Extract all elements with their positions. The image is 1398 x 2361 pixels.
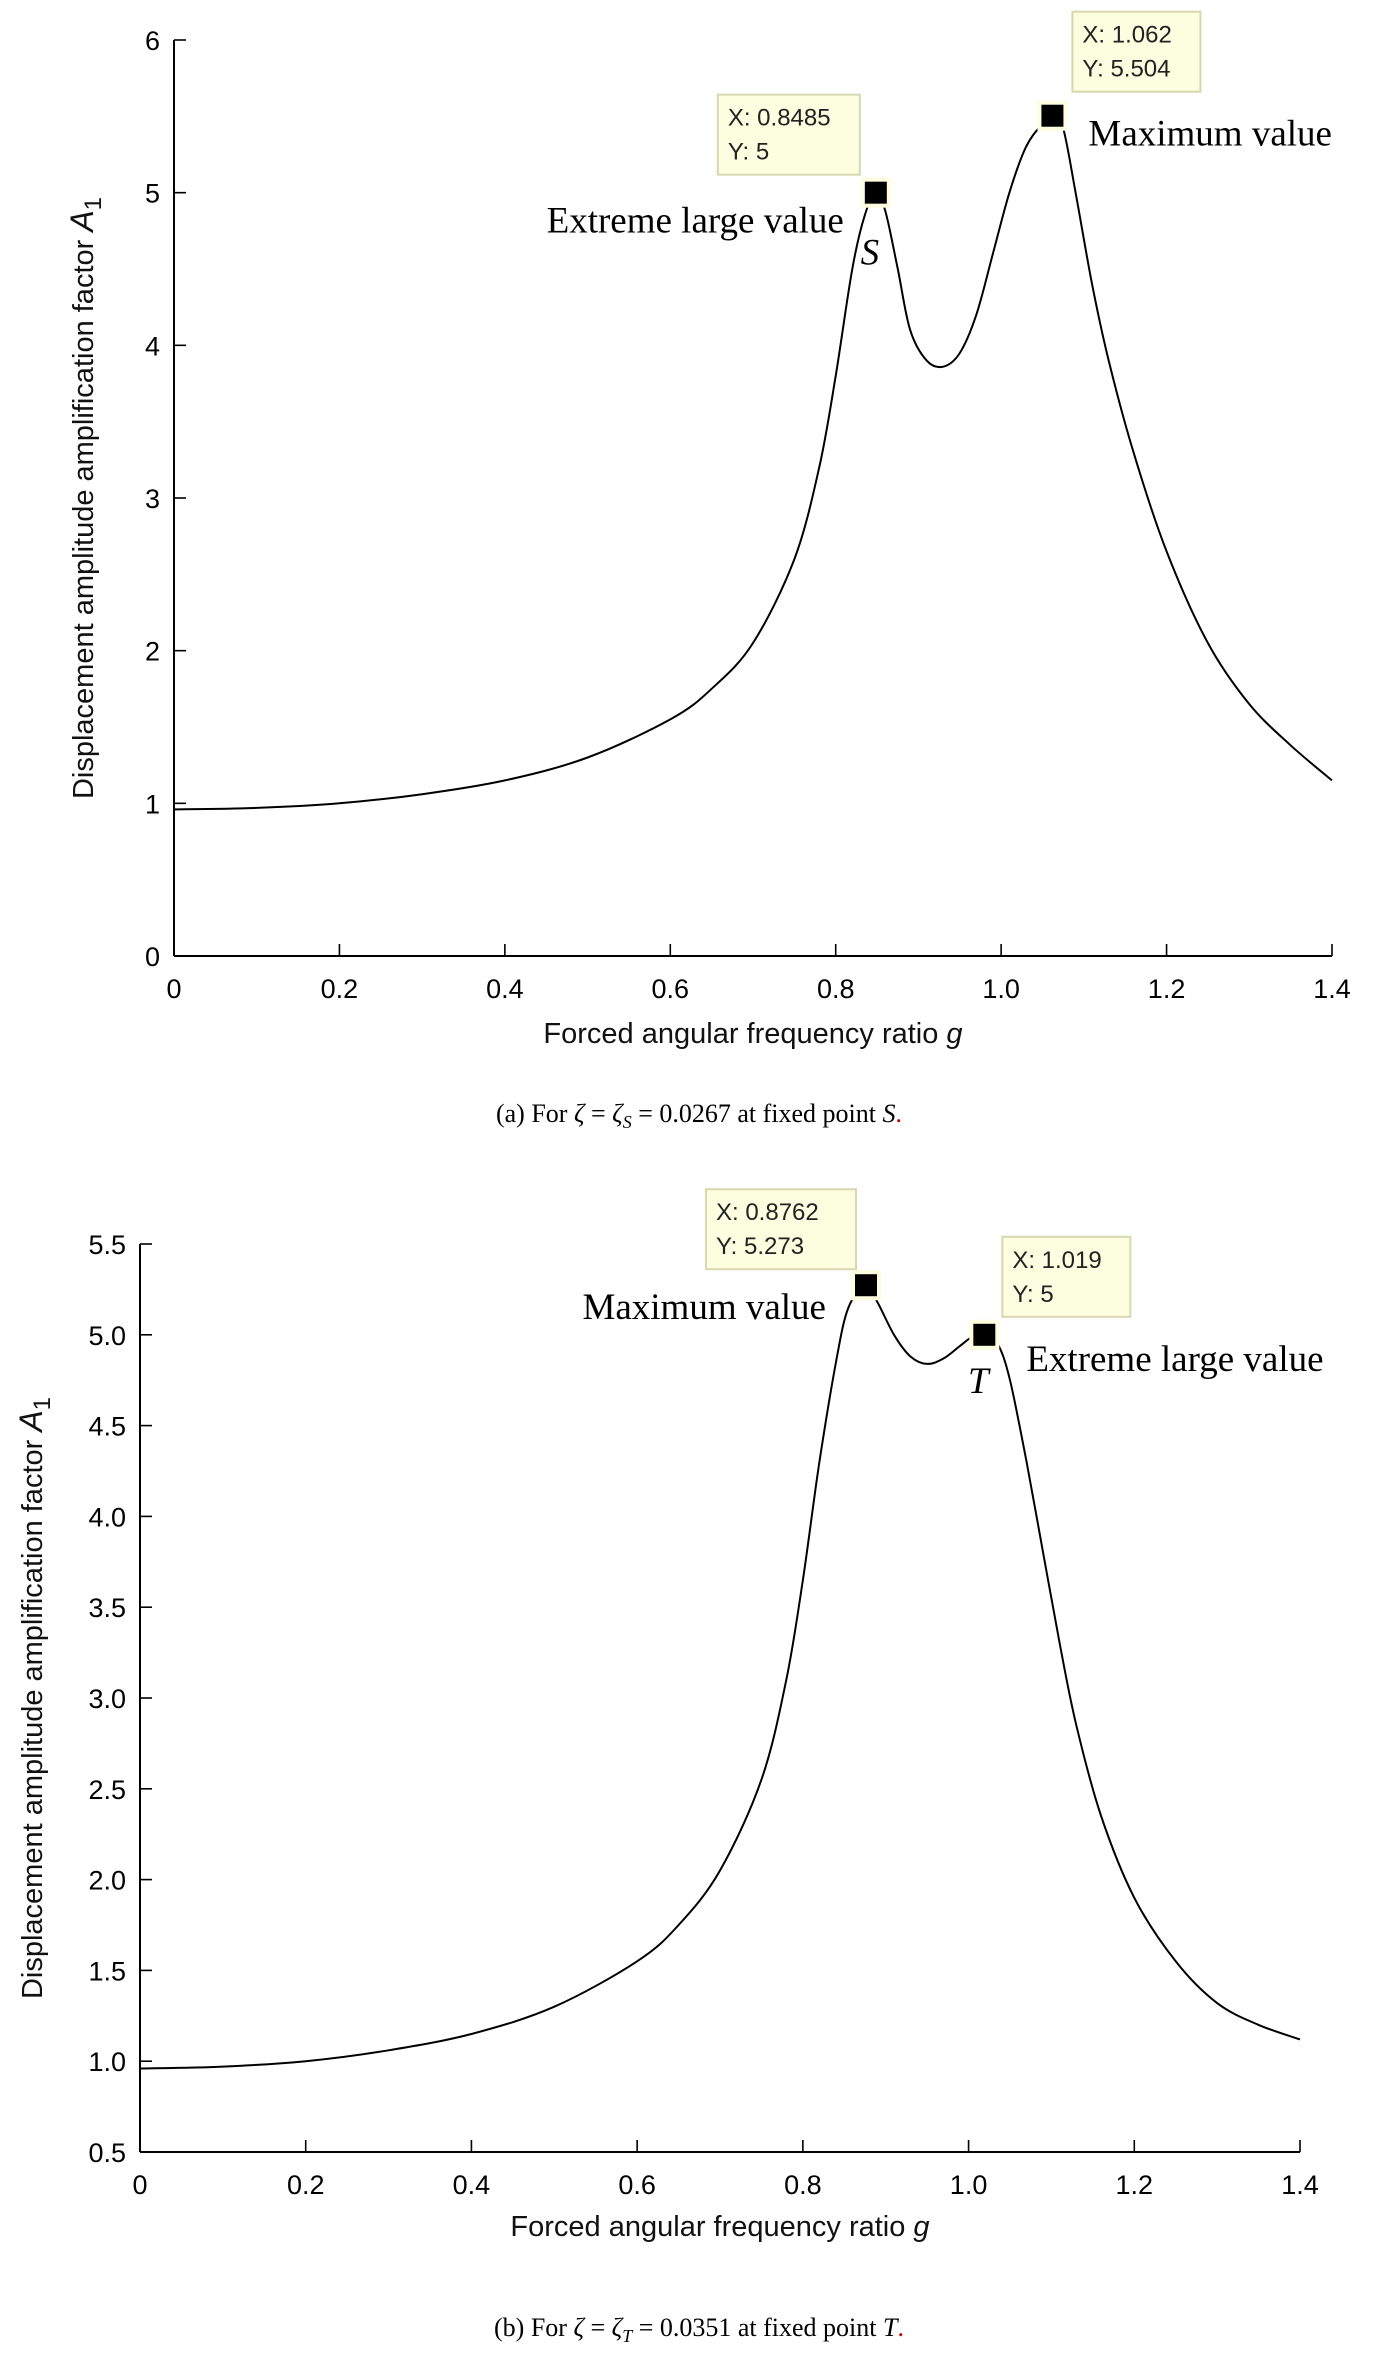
x-tick-label: 0.4 bbox=[453, 2170, 491, 2200]
y-tick-label: 0 bbox=[145, 942, 160, 972]
y-tick-label: 0.5 bbox=[88, 2138, 126, 2168]
x-tick-label: 0.4 bbox=[486, 974, 524, 1004]
y-tick-label: 3.0 bbox=[88, 1684, 126, 1714]
y-tick-label: 4.5 bbox=[88, 1412, 126, 1442]
x-tick-label: 1.2 bbox=[1148, 974, 1186, 1004]
series-line bbox=[139, 1284, 1301, 2070]
annotation: Maximum value bbox=[1088, 114, 1332, 155]
datatip-marker bbox=[864, 181, 887, 204]
datatip-marker bbox=[1041, 104, 1064, 127]
y-tick-label: 6 bbox=[145, 26, 160, 56]
caption: (a) For ζ = ζS = 0.0267 at fixed point S… bbox=[496, 1099, 902, 1132]
x-tick-label: 1.4 bbox=[1281, 2170, 1319, 2200]
caption: (b) For ζ = ζT = 0.0351 at fixed point T… bbox=[494, 2313, 904, 2346]
y-tick-label: 1.5 bbox=[88, 1956, 126, 1986]
datatip-y: Y: 5 bbox=[1012, 1281, 1053, 1308]
y-tick-label: 1.0 bbox=[88, 2047, 126, 2077]
datatip-marker bbox=[854, 1274, 877, 1297]
x-tick-label: 0.8 bbox=[817, 974, 855, 1004]
series-line bbox=[173, 115, 1333, 811]
x-tick-label: 0.6 bbox=[652, 974, 690, 1004]
y-tick-label: 4.0 bbox=[88, 1502, 126, 1532]
y-tick-label: 3.5 bbox=[88, 1593, 126, 1623]
y-tick-label: 2.0 bbox=[88, 1866, 126, 1896]
y-tick-label: 2.5 bbox=[88, 1775, 126, 1805]
x-axis-label: Forced angular frequency ratio g bbox=[543, 1018, 962, 1050]
y-tick-label: 4 bbox=[145, 331, 160, 361]
chart-a: 0 0.2 0.4 0.6 0.8 1.0 1.2 1.4 0 1 2 3 4 5 6 Forced angu… bbox=[64, 10, 1351, 1132]
datatip-x: X: 0.8762 bbox=[716, 1199, 819, 1226]
x-tick-label: 1.0 bbox=[982, 974, 1020, 1004]
y-tick-label: 5.0 bbox=[88, 1321, 126, 1351]
datatip-y: Y: 5.504 bbox=[1082, 56, 1170, 83]
x-tick-label: 0.8 bbox=[784, 2170, 822, 2200]
x-tick-label: 0.2 bbox=[287, 2170, 325, 2200]
y-axis-label: Displacement amplitude amplification fac… bbox=[64, 197, 107, 799]
annotation: Extreme large value bbox=[547, 201, 844, 242]
chart-b: 0 0.2 0.4 0.6 0.8 1.0 1.2 1.4 0.5 1.0 1.5 2.0 2.5 3.0… bbox=[13, 1188, 1324, 2346]
datatip-x: X: 1.019 bbox=[1012, 1247, 1101, 1274]
datatip-box bbox=[716, 93, 861, 176]
y-tick-label: 3 bbox=[145, 484, 160, 514]
x-tick-label: 0 bbox=[132, 2170, 147, 2200]
datatip-x: X: 0.8485 bbox=[728, 105, 831, 132]
y-tick-label: 1 bbox=[145, 789, 160, 819]
x-tick-label: 1.0 bbox=[950, 2170, 988, 2200]
fixed-point-label: S bbox=[861, 233, 880, 274]
x-tick-label: 1.4 bbox=[1313, 974, 1351, 1004]
datatip-y: Y: 5.273 bbox=[716, 1233, 804, 1260]
fixed-point-label: T bbox=[968, 1361, 991, 1402]
y-tick-label: 5 bbox=[145, 179, 160, 209]
datatip-x: X: 1.062 bbox=[1082, 22, 1171, 49]
datatip-box bbox=[1001, 1235, 1132, 1318]
annotation: Maximum value bbox=[582, 1287, 826, 1328]
datatip-marker bbox=[973, 1323, 996, 1346]
x-tick-label: 0 bbox=[166, 974, 181, 1004]
y-axis-label: Displacement amplitude amplification fac… bbox=[13, 1397, 56, 1999]
x-tick-label: 0.2 bbox=[321, 974, 359, 1004]
datatip-y: Y: 5 bbox=[728, 139, 769, 166]
x-tick-label: 0.6 bbox=[618, 2170, 656, 2200]
annotation: Extreme large value bbox=[1026, 1339, 1323, 1380]
x-axis-label: Forced angular frequency ratio g bbox=[510, 2211, 929, 2243]
y-tick-label: 2 bbox=[145, 637, 160, 667]
y-tick-label: 5.5 bbox=[88, 1230, 126, 1260]
datatip-box bbox=[1071, 10, 1202, 93]
datatip-box bbox=[704, 1188, 857, 1271]
x-tick-label: 1.2 bbox=[1116, 2170, 1154, 2200]
